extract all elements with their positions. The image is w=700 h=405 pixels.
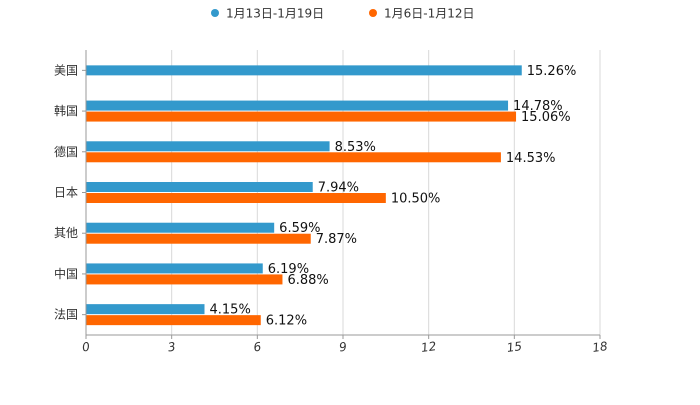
bar-series-1 — [86, 274, 283, 285]
data-label: 14.53% — [506, 151, 556, 166]
x-tick-label: 12 — [420, 339, 437, 355]
data-label: 6.12% — [266, 314, 307, 329]
category-label: 日本 — [54, 186, 78, 200]
data-label: 15.06% — [521, 110, 571, 125]
legend-label-0: 1月13日-1月19日 — [226, 7, 324, 21]
bars — [86, 65, 522, 326]
category-label: 德国 — [54, 144, 78, 159]
data-label: 7.87% — [316, 232, 357, 247]
data-label: 7.94% — [318, 181, 359, 196]
category-label: 美国 — [54, 63, 78, 77]
x-tick-label: 6 — [253, 339, 263, 354]
legend-marker-0 — [211, 9, 219, 17]
bar-series-0 — [86, 304, 205, 315]
bar-series-0 — [86, 222, 275, 233]
bar-series-1 — [86, 111, 517, 122]
bar-series-0 — [86, 100, 509, 111]
gridlines — [85, 50, 601, 335]
bar-series-0 — [86, 65, 522, 76]
legend[interactable]: 1月13日-1月19日 1月6日-1月12日 — [211, 7, 475, 21]
x-tick-label: 15 — [506, 339, 523, 355]
data-label: 10.50% — [391, 192, 441, 207]
category-label: 其他 — [54, 226, 78, 240]
x-tick-label: 0 — [81, 339, 91, 354]
legend-marker-1 — [369, 9, 377, 17]
bar-series-1 — [86, 315, 261, 326]
bar-series-0 — [86, 182, 313, 192]
data-label: 4.15% — [210, 303, 251, 318]
data-label: 6.59% — [279, 221, 320, 236]
data-label: 8.53% — [335, 140, 376, 155]
x-tick-label: 3 — [167, 340, 177, 355]
category-label: 法国 — [54, 308, 78, 322]
data-label: 14.78% — [513, 99, 563, 114]
legend-label-1: 1月6日-1月12日 — [384, 7, 475, 21]
category-label: 中国 — [54, 266, 78, 281]
data-label: 6.19% — [268, 262, 309, 277]
data-labels: 15.26% 14.78%15.06% 8.53% 14.53% 7.94% 10.50%… — [210, 64, 577, 329]
bar-series-0 — [86, 263, 263, 274]
bar-series-1 — [86, 152, 501, 163]
bar-series-0 — [86, 141, 330, 152]
category-label: 韩国 — [54, 103, 78, 118]
x-tick-label: 18 — [591, 339, 608, 355]
data-label: 15.26% — [527, 64, 577, 79]
x-tick-label: 9 — [338, 340, 348, 355]
data-label: 6.88% — [287, 273, 328, 288]
bar-series-1 — [86, 233, 311, 244]
bar-series-1 — [86, 193, 386, 203]
